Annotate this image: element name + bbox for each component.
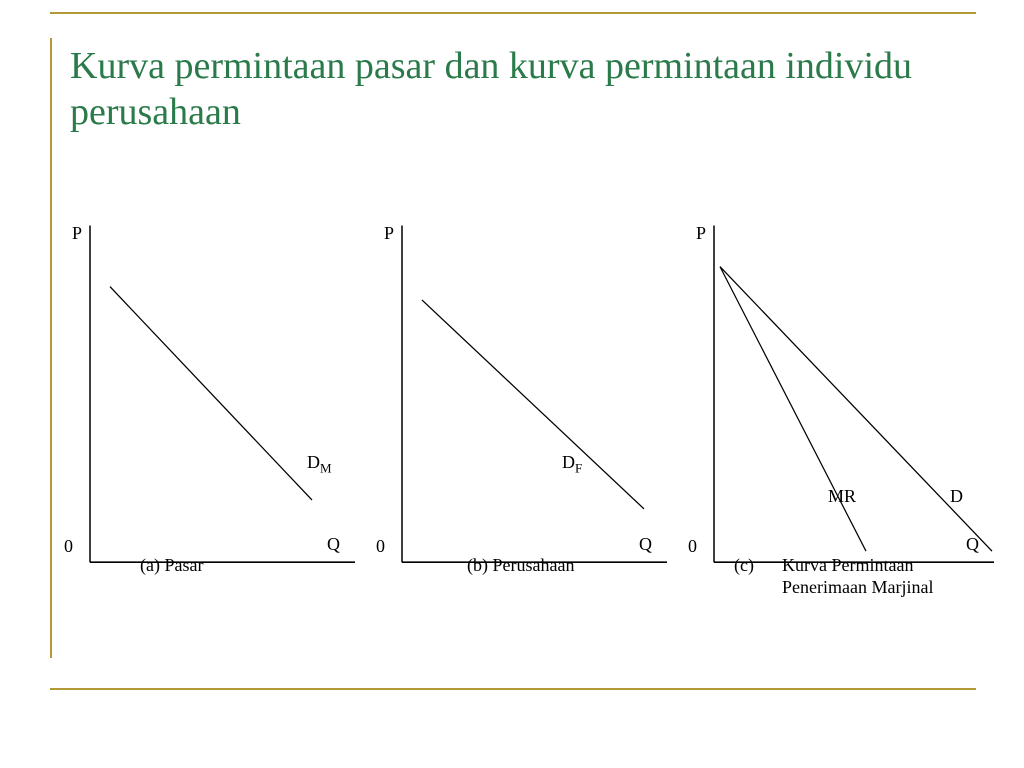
curve-label: DM: [307, 452, 332, 477]
origin-label: 0: [376, 536, 385, 557]
x-axis-label: Q: [966, 534, 979, 555]
y-axis-label: P: [384, 223, 394, 244]
origin-label: 0: [64, 536, 73, 557]
chart-c-kurva-permintaan: PQ0MRD(c)Kurva PermintaanPenerimaan Marj…: [694, 220, 994, 620]
chart-caption-extra: Kurva PermintaanPenerimaan Marjinal: [782, 555, 982, 598]
x-axis-label: Q: [639, 534, 652, 555]
chart-caption: (c): [734, 555, 754, 576]
origin-label: 0: [688, 536, 697, 557]
x-axis-label: Q: [327, 534, 340, 555]
curve-label: DF: [562, 452, 582, 477]
y-axis-label: P: [72, 223, 82, 244]
curve-label: MR: [828, 486, 856, 507]
chart-a-pasar: PQ0DM(a) Pasar: [70, 220, 370, 620]
chart-caption: (b) Perusahaan: [467, 555, 574, 576]
bottom-rule: [50, 688, 976, 690]
y-axis-label: P: [696, 223, 706, 244]
chart-caption: (a) Pasar: [140, 555, 203, 576]
chart-b-perusahaan: PQ0DF(b) Perusahaan: [382, 220, 682, 620]
curve-label: D: [950, 486, 963, 507]
top-rule: [50, 12, 976, 14]
left-rule: [50, 38, 52, 658]
page-title: Kurva permintaan pasar dan kurva permint…: [70, 44, 964, 135]
charts-row: PQ0DM(a) Pasar PQ0DF(b) Perusahaan PQ0MR…: [70, 220, 994, 620]
